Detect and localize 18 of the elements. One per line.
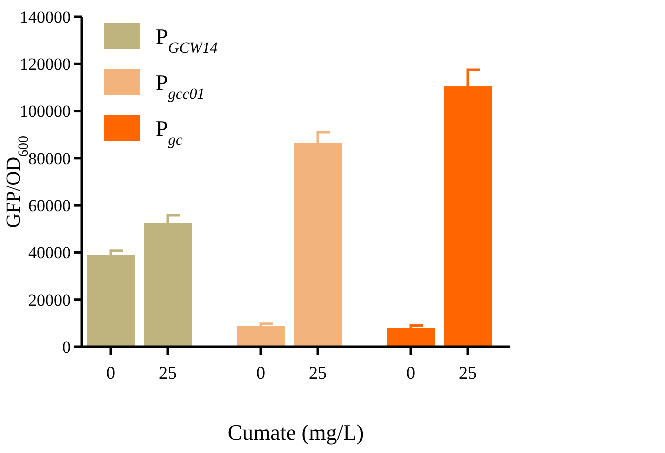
x-tick-label: 0 <box>406 363 416 383</box>
x-tick-label: 25 <box>459 363 477 383</box>
x-tick-label: 0 <box>106 363 116 383</box>
legend-label: P$_{gcc01}$ <box>156 70 205 102</box>
y-tick-label: 20000 <box>28 290 71 310</box>
x-tick-label: 25 <box>159 363 177 383</box>
y-tick-label: 40000 <box>28 244 71 263</box>
y-tick-label: 60000 <box>28 196 71 216</box>
y-tick-label: 0 <box>62 338 71 357</box>
x-tick-label: 25 <box>309 363 327 383</box>
x-tick-label: 0 <box>256 363 266 383</box>
y-tick-label: 80000 <box>28 149 71 168</box>
y-tick-label: 100000 <box>20 102 71 122</box>
legend-label: P$_{gc}$ <box>156 116 183 148</box>
x-axis-title: Cumate (mg/L) <box>228 420 364 445</box>
y-tick-label: 140000 <box>20 8 71 27</box>
y-tick-label: 120000 <box>20 55 71 74</box>
legend-label: P$_{GCW14}$ <box>156 24 218 56</box>
